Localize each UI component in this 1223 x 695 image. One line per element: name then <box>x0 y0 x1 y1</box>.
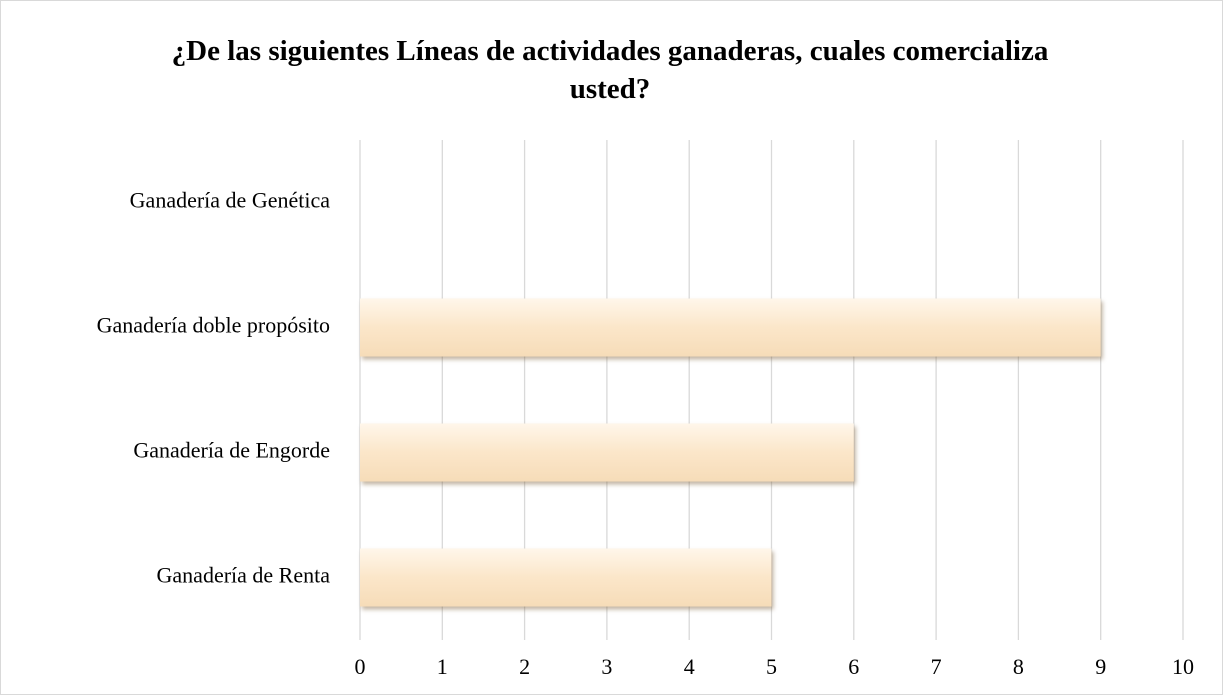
x-tick-label: 6 <box>848 654 859 679</box>
x-tick-label: 9 <box>1095 654 1106 679</box>
y-tick-label: Ganadería de Engorde <box>133 438 330 463</box>
x-tick-label: 0 <box>355 654 366 679</box>
x-tick-label: 8 <box>1013 654 1024 679</box>
x-tick-label: 2 <box>519 654 530 679</box>
x-tick-label: 1 <box>437 654 448 679</box>
y-tick-label: Ganadería de Renta <box>157 563 331 588</box>
x-tick-label: 7 <box>931 654 942 679</box>
y-tick-label: Ganadería doble propósito <box>97 313 330 338</box>
x-tick-label: 4 <box>684 654 695 679</box>
bar <box>360 548 772 607</box>
x-tick-label: 3 <box>601 654 612 679</box>
x-tick-label: 5 <box>766 654 777 679</box>
x-tick-label: 10 <box>1172 654 1194 679</box>
chart-title: ¿De las siguientes Líneas de actividades… <box>171 35 1049 105</box>
bar <box>360 423 854 482</box>
y-tick-label: Ganadería de Genética <box>130 188 331 213</box>
bar <box>360 298 1101 357</box>
